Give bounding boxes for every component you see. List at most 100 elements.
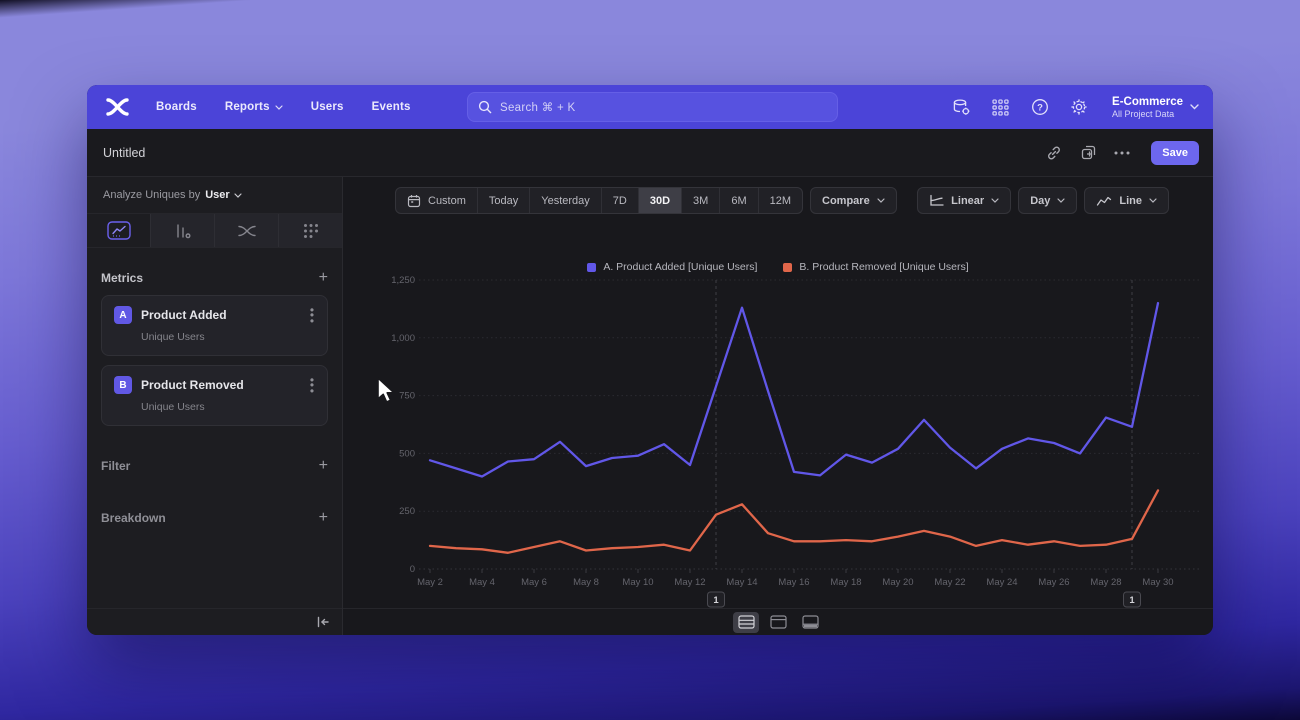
filter-header: Filter	[101, 459, 131, 473]
y-axis-label: 1,250	[391, 275, 415, 286]
x-axis-label: May 30	[1142, 577, 1173, 588]
metric-list: A Product Added • • • Unique Users B Produ…	[101, 295, 328, 426]
layout-split-view-icon[interactable]	[733, 611, 759, 633]
range-7d[interactable]: 7D	[600, 188, 638, 213]
x-axis-label: May 16	[778, 577, 809, 588]
y-axis-label: 250	[399, 506, 415, 517]
line-chart-icon	[1097, 196, 1112, 206]
copy-link-icon[interactable]	[1045, 144, 1063, 162]
report-title[interactable]: Untitled	[103, 145, 146, 160]
nav-link-reports[interactable]: Reports	[225, 101, 283, 113]
series-line-b	[428, 489, 1160, 554]
chart-legend: A. Product Added [Unique Users] B. Produc…	[343, 261, 1213, 273]
add-metric-button[interactable]: +	[318, 269, 328, 286]
metric-options-icon[interactable]: • • •	[309, 303, 315, 328]
query-builder-sidebar: Analyze Uniques by User	[87, 177, 343, 635]
analyze-uniques-row: Analyze Uniques by User	[87, 177, 342, 214]
tab-funnels[interactable]	[150, 214, 214, 247]
y-axis-label: 500	[399, 448, 415, 459]
legend-item-a[interactable]: A. Product Added [Unique Users]	[587, 261, 757, 273]
app-window: Boards Reports Users Events Search ⌘ + K	[87, 85, 1213, 635]
linear-axis-icon	[930, 194, 944, 206]
x-axis-label: May 18	[830, 577, 861, 588]
add-breakdown-button[interactable]: +	[318, 509, 328, 526]
chevron-down-icon	[877, 198, 885, 203]
x-axis-label: May 22	[934, 577, 965, 588]
settings-gear-icon[interactable]	[1069, 98, 1088, 117]
interval-dropdown[interactable]: Day	[1018, 187, 1078, 214]
nav-link-users[interactable]: Users	[310, 101, 344, 113]
analyze-label: Analyze Uniques by	[103, 189, 201, 201]
metric-subtitle: Unique Users	[141, 401, 205, 413]
metrics-header: Metrics	[101, 271, 144, 285]
metric-name: Product Added	[141, 308, 227, 322]
help-icon[interactable]: ?	[1030, 98, 1049, 117]
metric-options-icon[interactable]: • • •	[309, 373, 315, 398]
metric-name: Product Removed	[141, 378, 244, 392]
chevron-down-icon	[234, 192, 242, 198]
layout-chart-view-icon[interactable]	[765, 612, 791, 633]
x-axis-label: May 6	[521, 577, 547, 588]
chevron-down-icon	[991, 198, 999, 203]
metric-badge: A	[114, 306, 132, 324]
x-axis-label: May 4	[469, 577, 495, 588]
search-input[interactable]: Search ⌘ + K	[467, 92, 838, 122]
add-filter-button[interactable]: +	[318, 457, 328, 474]
nav-links: Boards Reports Users Events	[156, 101, 411, 113]
report-toolbar: Untitled Save	[87, 129, 1213, 177]
x-axis-label: May 20	[882, 577, 913, 588]
x-axis-label: May 12	[674, 577, 705, 588]
x-axis-label: May 8	[573, 577, 599, 588]
legend-swatch	[587, 262, 597, 272]
breakdown-header: Breakdown	[101, 511, 166, 525]
range-yesterday[interactable]: Yesterday	[529, 188, 601, 213]
range-12m[interactable]: 12M	[757, 188, 802, 213]
chevron-down-icon	[1057, 198, 1065, 203]
mixpanel-logo-icon[interactable]	[105, 97, 130, 117]
annotation-badge-label: 1	[713, 595, 719, 606]
sidebar-bottom-bar	[87, 608, 342, 635]
range-30d[interactable]: 30D	[637, 188, 682, 213]
duplicate-icon[interactable]	[1079, 144, 1097, 162]
scale-dropdown[interactable]: Linear	[917, 187, 1012, 214]
y-axis-label: 0	[410, 564, 415, 575]
data-management-icon[interactable]	[952, 98, 971, 117]
chart-controls: Custom Today Yesterday 7D 30D 3M 6M 12M Compare…	[343, 187, 1213, 214]
tab-insights[interactable]	[87, 214, 150, 247]
tab-retention[interactable]	[278, 214, 342, 247]
search-placeholder: Search ⌘ + K	[500, 102, 576, 114]
top-nav: Boards Reports Users Events Search ⌘ + K	[87, 85, 1213, 129]
metric-card-b[interactable]: B Product Removed • • • Unique Users	[101, 365, 328, 426]
save-button[interactable]: Save	[1151, 140, 1199, 165]
tab-flows[interactable]	[214, 214, 278, 247]
legend-item-b[interactable]: B. Product Removed [Unique Users]	[783, 261, 969, 273]
chevron-down-icon	[275, 104, 283, 110]
range-today[interactable]: Today	[476, 188, 529, 213]
annotation-badge[interactable]	[707, 591, 725, 608]
project-subtitle: All Project Data	[1112, 109, 1175, 120]
range-custom[interactable]: Custom	[396, 188, 477, 213]
chart-panel: Custom Today Yesterday 7D 30D 3M 6M 12M Compare…	[343, 177, 1213, 635]
x-axis-label: May 10	[622, 577, 653, 588]
annotation-badge[interactable]	[1123, 591, 1141, 608]
date-range-segmented: Custom Today Yesterday 7D 30D 3M 6M 12M	[395, 187, 804, 214]
range-6m[interactable]: 6M	[719, 188, 757, 213]
metric-badge: B	[114, 376, 132, 394]
nav-link-boards[interactable]: Boards	[156, 101, 197, 113]
metric-card-a[interactable]: A Product Added • • • Unique Users	[101, 295, 328, 356]
x-axis-label: May 14	[726, 577, 757, 588]
collapse-sidebar-icon[interactable]	[316, 616, 330, 628]
view-layout-bar	[343, 608, 1213, 635]
more-options-icon[interactable]	[1113, 144, 1131, 162]
x-axis-label: May 2	[417, 577, 443, 588]
range-3m[interactable]: 3M	[681, 188, 719, 213]
compare-button[interactable]: Compare	[810, 187, 897, 214]
analyze-value-dropdown[interactable]: User	[205, 189, 242, 201]
nav-link-events[interactable]: Events	[371, 101, 411, 113]
chart-type-dropdown[interactable]: Line	[1084, 187, 1169, 214]
svg-text:?: ?	[1037, 102, 1043, 113]
project-switcher[interactable]: E-Commerce All Project Data	[1112, 95, 1199, 119]
report-type-tabs	[87, 214, 342, 248]
layout-table-view-icon[interactable]	[797, 612, 823, 633]
apps-grid-icon[interactable]	[991, 98, 1010, 117]
